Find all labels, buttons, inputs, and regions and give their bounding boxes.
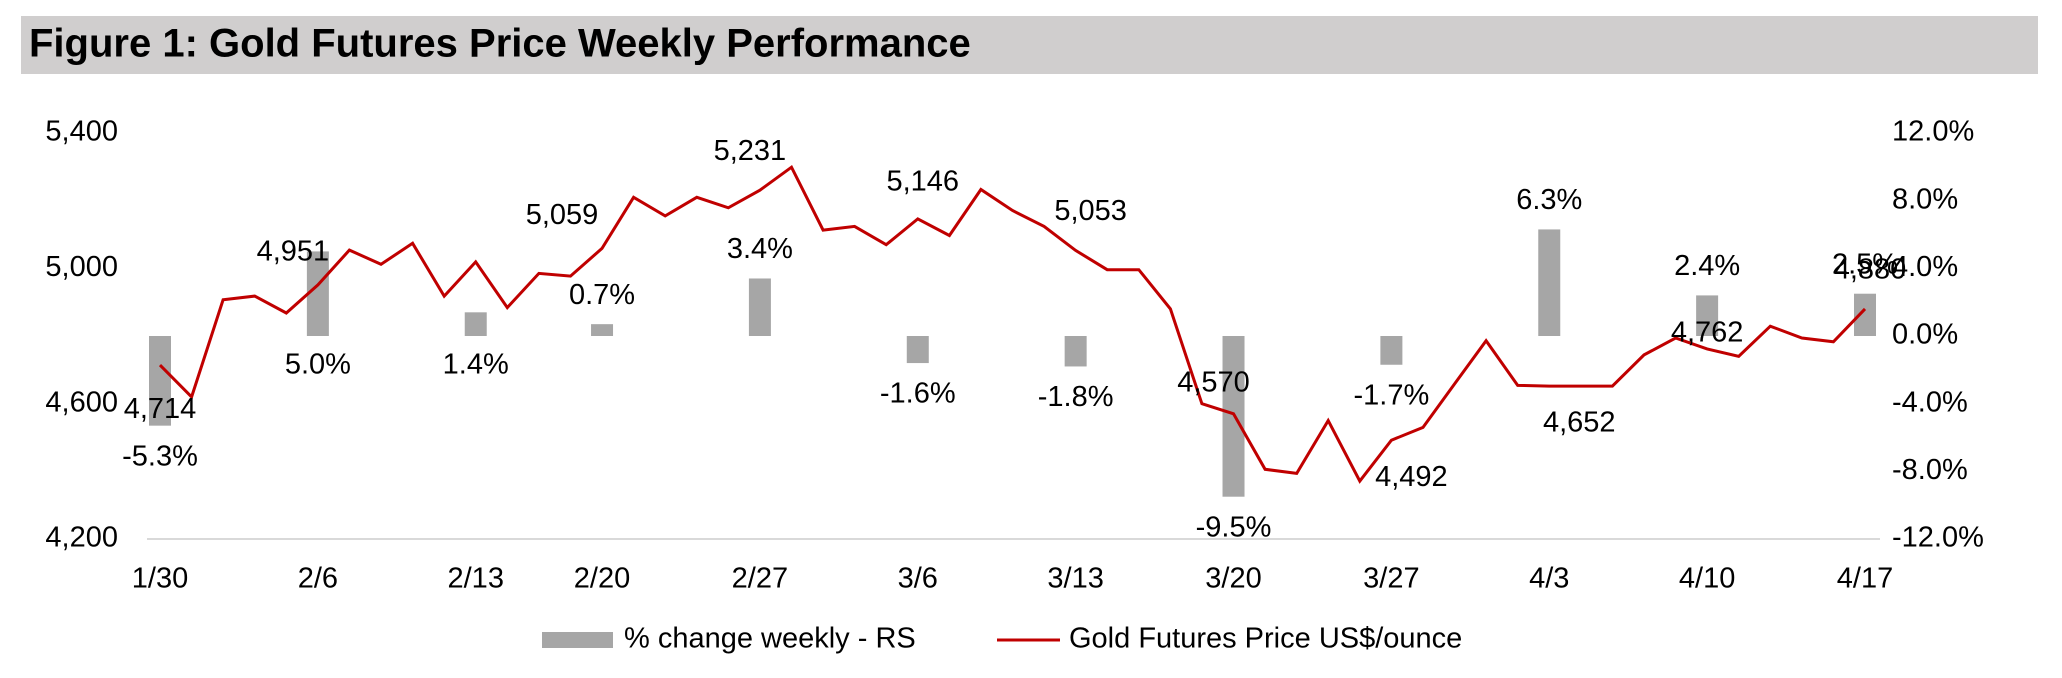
bar: [1696, 295, 1719, 336]
y2-tick-label: 4.0%: [1892, 251, 1958, 283]
price-line: [158, 164, 1867, 484]
x-tick-label: 3/27: [1363, 563, 1419, 595]
bar: [1538, 229, 1561, 336]
bar: [1064, 336, 1087, 367]
line-value-label: 5,146: [886, 166, 959, 198]
x-tick-label: 4/3: [1529, 563, 1569, 595]
legend-label: Gold Futures Price US$/ounce: [1069, 623, 1462, 655]
x-tick-label: 3/20: [1205, 563, 1261, 595]
bar-value-label: 1.4%: [443, 349, 509, 381]
x-tick-label: 2/20: [574, 563, 630, 595]
x-tick-label: 4/17: [1837, 563, 1893, 595]
bar-value-label: -5.3%: [122, 440, 198, 472]
bar: [1380, 336, 1403, 365]
line-value-label: 4,714: [124, 393, 197, 425]
bar-value-label: -1.8%: [1038, 381, 1114, 413]
line-value-label: 4,951: [257, 236, 330, 268]
y-tick-label: 4,200: [45, 522, 118, 554]
y2-tick-label: -8.0%: [1892, 454, 1968, 486]
y2-tick-label: -4.0%: [1892, 386, 1968, 418]
y2-tick-label: -12.0%: [1892, 522, 1984, 554]
x-tick-label: 4/10: [1679, 563, 1735, 595]
bar: [748, 278, 771, 336]
line-value-label: 5,053: [1054, 195, 1127, 227]
bar-value-label: 2.5%: [1832, 248, 1898, 280]
x-tick-label: 2/13: [448, 563, 504, 595]
chart-title: Figure 1: Gold Futures Price Weekly Perf…: [29, 22, 971, 66]
bar-value-label: 0.7%: [569, 279, 635, 311]
bar-value-label: 6.3%: [1516, 184, 1582, 216]
bar: [906, 336, 929, 364]
bar-value-label: 3.4%: [727, 233, 793, 265]
line-value-label: 4,652: [1543, 407, 1616, 439]
line-value-label: 4,570: [1177, 366, 1250, 398]
y-tick-label: 5,000: [45, 251, 118, 283]
bar-value-label: 5.0%: [285, 349, 351, 381]
line-value-label: 4,880: [1834, 254, 1907, 286]
y2-tick-label: 8.0%: [1892, 183, 1958, 215]
legend-swatch: [542, 632, 613, 648]
y-tick-label: 5,400: [45, 116, 118, 148]
line-value-label: 4,492: [1375, 461, 1448, 493]
line-value-label: 5,059: [526, 199, 599, 231]
line-value-label: 4,762: [1671, 317, 1744, 349]
bar: [306, 251, 329, 336]
y2-tick-label: 12.0%: [1892, 116, 1974, 148]
y-tick-label: 4,600: [45, 386, 118, 418]
bar-value-label: -1.7%: [1354, 379, 1430, 411]
x-tick-label: 1/30: [132, 563, 188, 595]
bar-value-label: -9.5%: [1196, 511, 1272, 543]
bar-value-label: -1.6%: [880, 378, 956, 410]
x-tick-label: 2/27: [732, 563, 788, 595]
line-value-label: 5,231: [714, 135, 787, 167]
legend-label: % change weekly - RS: [624, 623, 916, 655]
x-tick-label: 2/6: [298, 563, 338, 595]
x-tick-label: 3/6: [898, 563, 938, 595]
bar: [149, 336, 171, 426]
title-bar: [21, 16, 2038, 74]
bar: [591, 324, 614, 336]
x-tick-label: 3/13: [1047, 563, 1103, 595]
bar-value-label: 2.4%: [1674, 250, 1740, 282]
y2-tick-label: 0.0%: [1892, 319, 1958, 351]
bar: [464, 312, 487, 336]
bar: [1854, 293, 1876, 336]
